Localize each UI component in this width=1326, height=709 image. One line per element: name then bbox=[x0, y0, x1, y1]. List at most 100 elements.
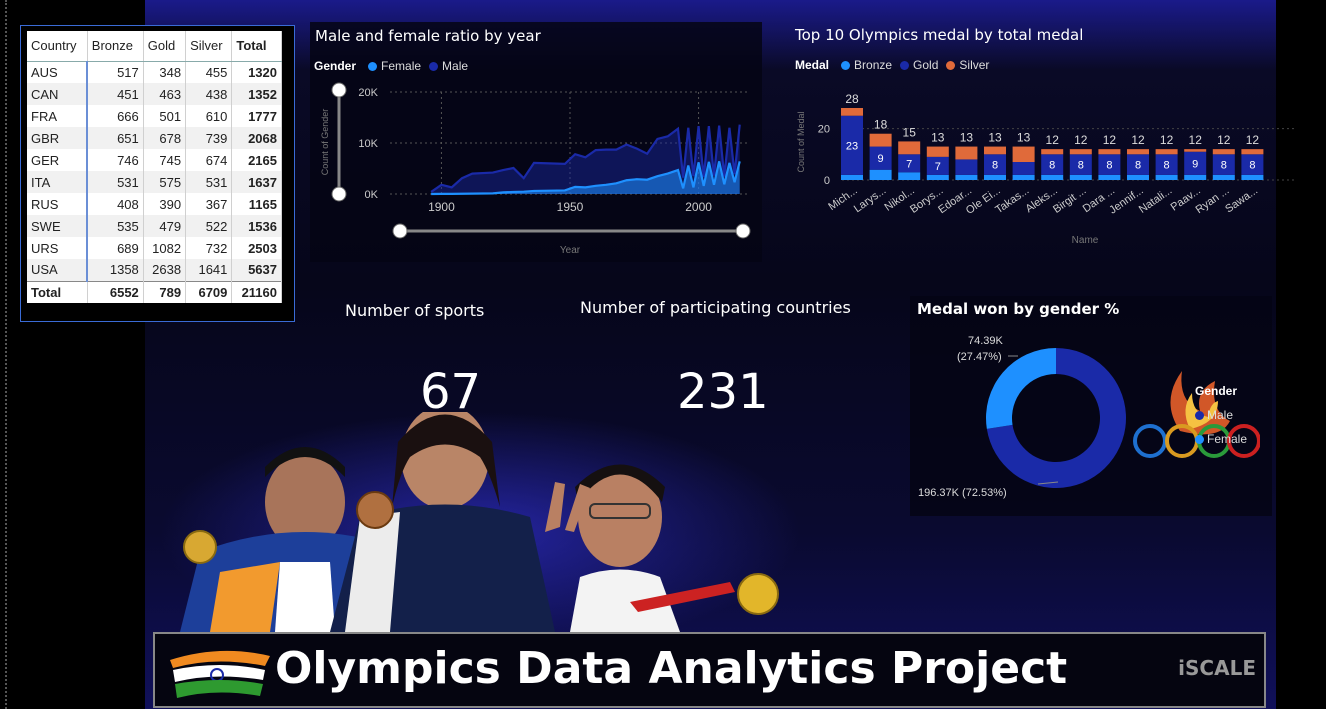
legend-title: Medal bbox=[795, 58, 830, 72]
legend-male-swatch bbox=[1195, 410, 1204, 420]
cell-total: 1777 bbox=[231, 105, 282, 127]
bar-silver bbox=[1212, 149, 1235, 155]
legend-silver-label[interactable]: Silver bbox=[959, 58, 990, 72]
y-range-slider-handle bbox=[331, 82, 347, 98]
cell-silver: 1641 bbox=[185, 259, 233, 281]
cell-country: ITA bbox=[27, 171, 89, 193]
table-row[interactable]: SWE 535 479 522 1536 bbox=[27, 215, 282, 237]
bar-silver bbox=[898, 141, 921, 155]
athletes-photo bbox=[160, 412, 800, 632]
cell-gold: 745 bbox=[143, 149, 187, 171]
table-row[interactable]: USA 1358 2638 1641 5637 bbox=[27, 259, 282, 281]
bar-bronze bbox=[1012, 174, 1035, 180]
legend-female-label[interactable]: Female bbox=[381, 59, 422, 73]
bar-total-label: 13 bbox=[960, 131, 974, 145]
bar-data-label: 8 bbox=[1049, 160, 1055, 172]
bar-gold bbox=[841, 115, 863, 175]
table-row[interactable]: GER 746 745 674 2165 bbox=[27, 149, 282, 171]
line-female bbox=[431, 161, 741, 196]
bar-bronze bbox=[1184, 174, 1207, 180]
col-header-silver[interactable]: Silver bbox=[185, 31, 233, 62]
legend-gold-swatch bbox=[900, 60, 910, 70]
table-row[interactable]: RUS 408 390 367 1165 bbox=[27, 193, 282, 215]
cell-silver: 739 bbox=[185, 127, 233, 149]
bar-total-label: 12 bbox=[1074, 133, 1088, 147]
cell-bronze: 451 bbox=[87, 83, 144, 105]
legend-female[interactable]: Female bbox=[1195, 432, 1247, 446]
top10-legend: Medal Bronze Gold Silver bbox=[795, 58, 989, 72]
bar-silver bbox=[1041, 149, 1064, 155]
medal-table-visual[interactable]: Country Bronze Gold Silver Total AUS 517 3… bbox=[20, 25, 295, 322]
table-row[interactable]: FRA 666 501 610 1777 bbox=[27, 105, 282, 127]
cell-total: 5637 bbox=[231, 259, 282, 281]
gender-ratio-title: Male and female ratio by year bbox=[315, 27, 541, 45]
gender-medal-panel[interactable]: Medal won by gender % 74.39K (27.47%) 196.… bbox=[910, 296, 1272, 516]
cell-total: 1320 bbox=[231, 61, 282, 83]
bar-bronze bbox=[955, 174, 978, 180]
gender-ratio-panel[interactable]: Male and female ratio by year Gender Fem… bbox=[310, 22, 762, 262]
cell-total: 2165 bbox=[231, 149, 282, 171]
bar-silver bbox=[869, 133, 892, 147]
bar-silver bbox=[1241, 149, 1264, 155]
cell-gold: 348 bbox=[143, 61, 187, 83]
bar-data-label: 8 bbox=[1106, 160, 1112, 172]
cell-country: FRA bbox=[27, 105, 89, 127]
cell-country: SWE bbox=[27, 215, 89, 237]
table-row[interactable]: URS 689 1082 732 2503 bbox=[27, 237, 282, 259]
x-axis-label: Year bbox=[560, 245, 581, 256]
bar-data-label: 23 bbox=[846, 140, 858, 152]
legend-male[interactable]: Male bbox=[1195, 408, 1233, 422]
cell-gold: 678 bbox=[143, 127, 187, 149]
col-header-bronze[interactable]: Bronze bbox=[87, 31, 144, 62]
legend-gold-label[interactable]: Gold bbox=[913, 58, 939, 72]
table-row[interactable]: ITA 531 575 531 1637 bbox=[27, 171, 282, 193]
bar-gold bbox=[955, 159, 978, 175]
bar-gold bbox=[1012, 162, 1035, 175]
bar-silver bbox=[926, 146, 949, 157]
bar-silver bbox=[841, 108, 863, 116]
donut-slice-male bbox=[986, 348, 1126, 488]
table-row[interactable]: GBR 651 678 739 2068 bbox=[27, 127, 282, 149]
cell-country: GBR bbox=[27, 127, 89, 149]
legend-title: Gender bbox=[314, 59, 357, 73]
col-header-gold[interactable]: Gold bbox=[143, 31, 187, 62]
legend-female-label: Female bbox=[1207, 432, 1248, 446]
bar-total-label: 12 bbox=[1217, 133, 1231, 147]
bar-silver bbox=[984, 146, 1006, 155]
y-tick-label: 10K bbox=[358, 138, 378, 150]
table-row[interactable]: CAN 451 463 438 1352 bbox=[27, 83, 282, 105]
bar-data-label: 8 bbox=[1249, 160, 1255, 172]
bar-total-label: 12 bbox=[1103, 133, 1117, 147]
bar-gold bbox=[1041, 154, 1064, 175]
cell-silver: 674 bbox=[185, 149, 233, 171]
col-header-country[interactable]: Country bbox=[27, 31, 88, 62]
legend-male-label[interactable]: Male bbox=[442, 59, 469, 73]
bar-bronze bbox=[1041, 174, 1064, 180]
legend-bronze-label[interactable]: Bronze bbox=[854, 58, 893, 72]
cell-bronze: 408 bbox=[87, 193, 144, 215]
top10-medal-panel[interactable]: Top 10 Olympics medal by total medal Med… bbox=[790, 22, 1310, 252]
bar-gold bbox=[926, 156, 949, 175]
cell-country: USA bbox=[27, 259, 89, 281]
table-row[interactable]: AUS 517 348 455 1320 bbox=[27, 61, 282, 83]
donut-slice-female bbox=[986, 348, 1056, 429]
bar-data-label: 8 bbox=[992, 160, 998, 172]
bar-total-label: 12 bbox=[1046, 133, 1060, 147]
legend-title: Gender bbox=[1195, 384, 1238, 398]
bar-bronze bbox=[1098, 174, 1121, 180]
bar-gold bbox=[869, 146, 892, 170]
cell-silver: 438 bbox=[185, 83, 233, 105]
legend-female-swatch bbox=[1195, 434, 1204, 444]
col-header-total[interactable]: Total bbox=[231, 31, 282, 62]
cell-total: 1637 bbox=[231, 171, 282, 193]
bar-data-label: 8 bbox=[1164, 160, 1170, 172]
donut-label-male: 196.37K (72.53%) bbox=[918, 487, 1007, 499]
sports-kpi-value: 67 bbox=[420, 364, 482, 420]
gender-donut-chart: 74.39K (27.47%) 196.37K (72.53%) bbox=[918, 335, 1126, 499]
bar-data-label: 8 bbox=[1135, 160, 1141, 172]
bar-total-label: 12 bbox=[1189, 133, 1203, 147]
bar-silver bbox=[1069, 149, 1092, 155]
bar-silver bbox=[1127, 149, 1149, 155]
donut-label-female: 74.39K bbox=[968, 335, 1004, 347]
cell-total: 2068 bbox=[231, 127, 282, 149]
